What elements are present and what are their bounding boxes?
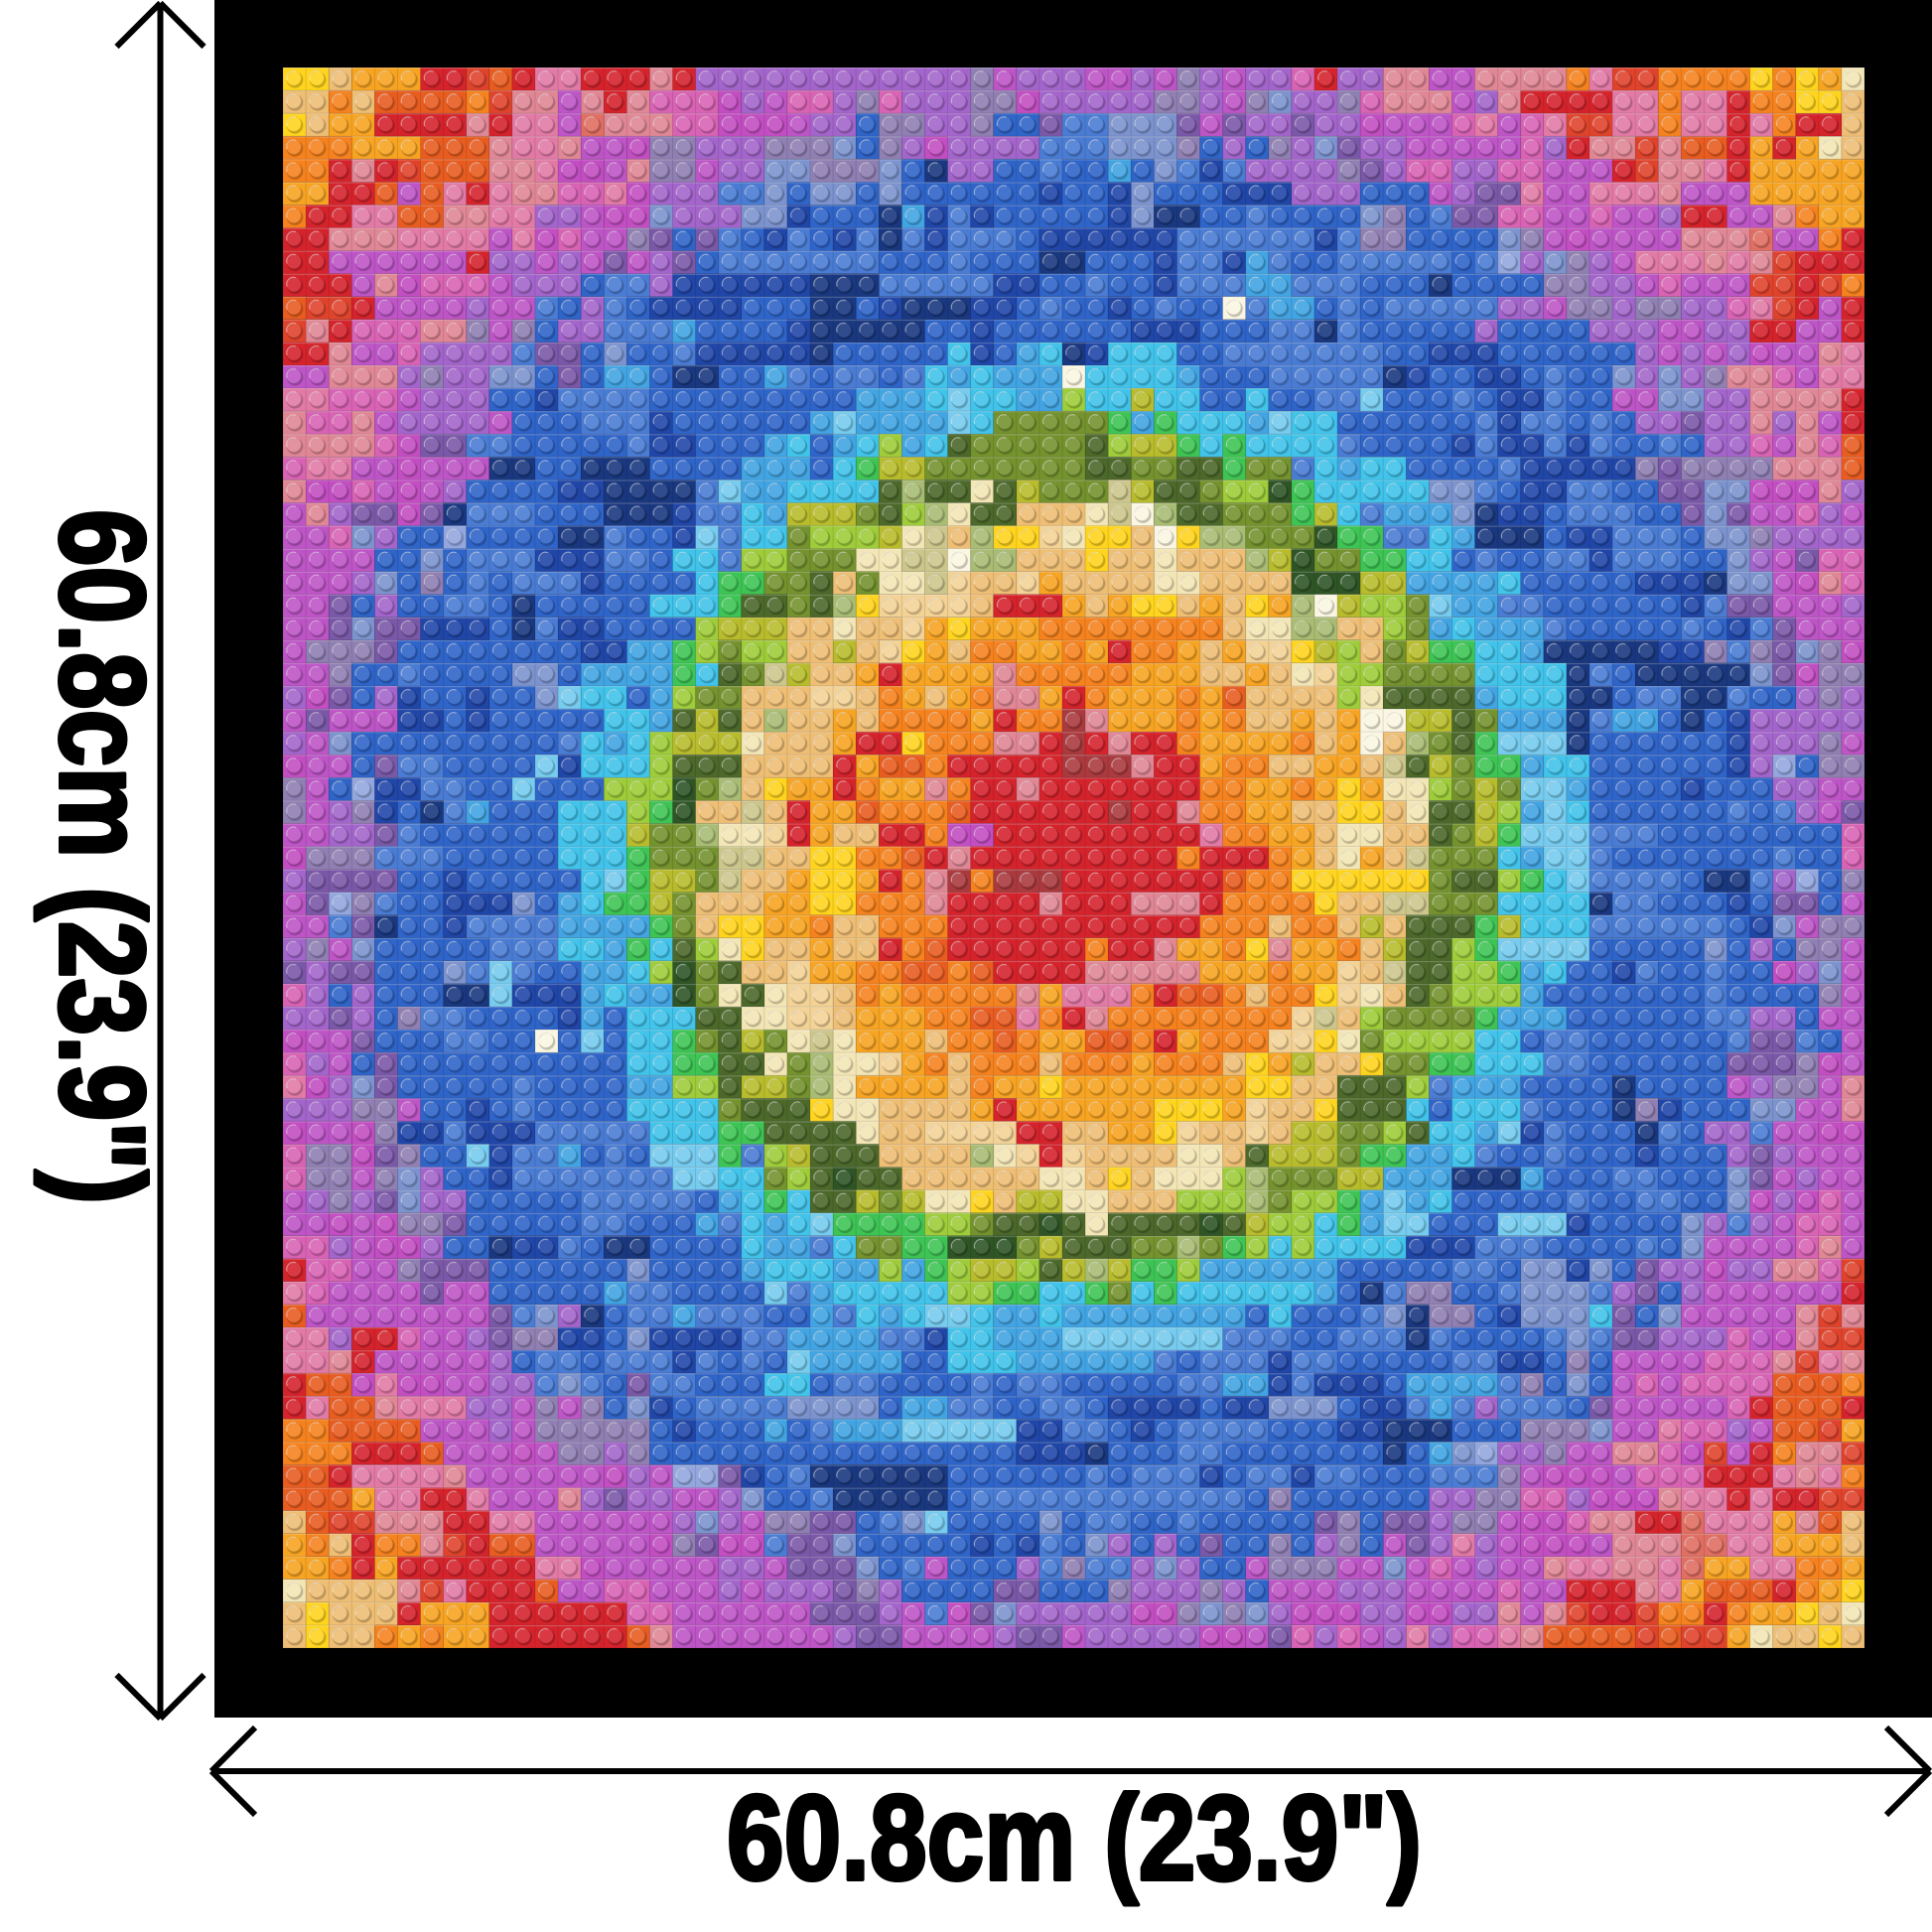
svg-text:60.8cm (23.9"): 60.8cm (23.9") [727, 1770, 1422, 1905]
svg-text:60.8cm (23.9"): 60.8cm (23.9") [35, 509, 170, 1204]
